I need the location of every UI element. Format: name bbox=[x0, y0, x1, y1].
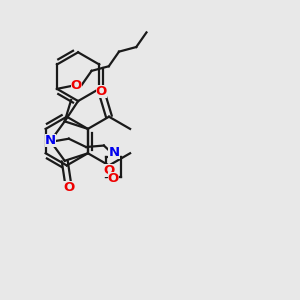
Text: O: O bbox=[96, 85, 107, 98]
Text: O: O bbox=[108, 172, 119, 185]
Text: N: N bbox=[45, 134, 56, 147]
Text: O: O bbox=[103, 164, 115, 177]
Text: O: O bbox=[63, 181, 74, 194]
Text: N: N bbox=[108, 146, 119, 159]
Text: O: O bbox=[71, 79, 82, 92]
